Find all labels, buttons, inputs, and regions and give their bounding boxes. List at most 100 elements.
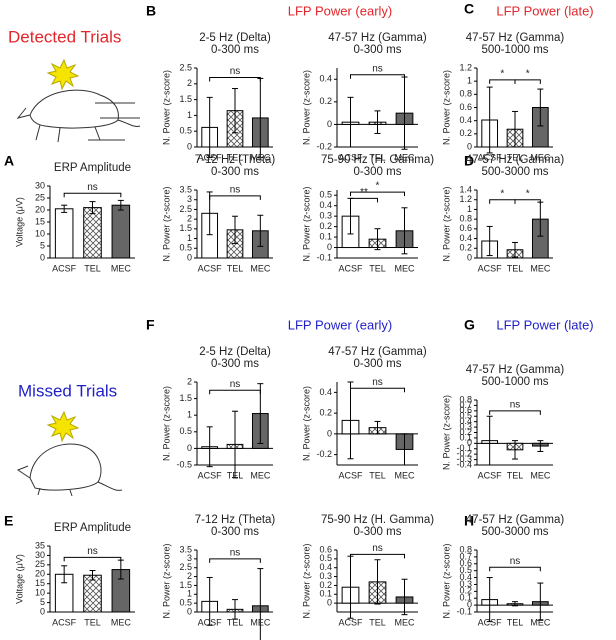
- x-tick-label: ACSF: [198, 263, 223, 273]
- y-tick-label: 0: [40, 252, 45, 262]
- significance-bracket: [489, 199, 516, 204]
- y-tick-label: 0.4: [459, 572, 472, 582]
- y-axis-label: N. Power (z-score): [301, 543, 311, 618]
- significance-bracket: [350, 74, 405, 79]
- x-tick-label: MEC: [395, 470, 416, 480]
- y-tick-label: 25: [35, 559, 45, 569]
- y-tick-label: 35: [35, 540, 45, 550]
- x-tick-label: TEL: [507, 470, 524, 480]
- x-tick-label: ACSF: [198, 152, 223, 162]
- significance-label: ns: [87, 182, 98, 193]
- chart-title: 7-12 Hz (Theta): [195, 514, 276, 526]
- y-tick-label: 0.8: [459, 89, 472, 99]
- y-tick-label: 1: [467, 76, 472, 86]
- x-tick-label: ACSF: [478, 263, 503, 273]
- y-tick-label: 1.5: [179, 393, 192, 403]
- y-axis-label: N. Power (z-score): [301, 186, 311, 261]
- y-tick-label: -0.2: [316, 141, 332, 151]
- panel-header: LFP Power (early): [288, 317, 393, 332]
- y-axis-label: N. Power (z-score): [161, 543, 171, 618]
- y-tick-label: 0.5: [459, 411, 472, 421]
- y-tick-label: 2.5: [179, 562, 192, 572]
- x-tick-label: MEC: [395, 617, 416, 627]
- x-tick-label: MEC: [530, 152, 551, 162]
- y-tick-label: 0: [187, 443, 192, 453]
- illustration-detected: [16, 58, 141, 143]
- y-tick-label: 0: [467, 438, 472, 448]
- y-axis-label: N. Power (z-score): [161, 70, 171, 145]
- y-tick-label: 0.6: [459, 558, 472, 568]
- y-tick-label: 0: [187, 606, 192, 616]
- significance-label: *: [526, 188, 530, 199]
- panel-header: LFP Power (late): [496, 3, 593, 18]
- x-tick-label: TEL: [369, 470, 386, 480]
- y-tick-label: 0: [467, 141, 472, 151]
- x-tick-label: MEC: [250, 617, 271, 627]
- y-axis-label: N. Power (z-score): [441, 543, 451, 618]
- y-tick-label: 2: [187, 376, 192, 386]
- significance-label: ns: [372, 63, 383, 74]
- panel-letter: B: [146, 3, 156, 19]
- significance-bracket: [350, 191, 405, 197]
- chart-title: ERP Amplitude: [54, 522, 131, 534]
- y-tick-label: 1.5: [179, 223, 192, 233]
- significance-label: ns: [372, 543, 383, 554]
- x-tick-label: TEL: [227, 263, 244, 273]
- y-tick-label: 0.7: [459, 551, 472, 561]
- section-title: Detected Trials: [8, 27, 121, 46]
- panel-letter: C: [464, 1, 474, 17]
- y-tick-label: 20: [35, 204, 45, 214]
- y-tick-label: 0.2: [459, 586, 472, 596]
- panel-letter: E: [4, 513, 13, 529]
- y-tick-label: 10: [35, 588, 45, 598]
- significance-bracket: [350, 197, 378, 203]
- y-tick-label: 2.5: [179, 204, 192, 214]
- y-tick-label: 0.6: [459, 223, 472, 233]
- significance-label: *: [500, 188, 504, 199]
- illustration-missed: [16, 410, 123, 497]
- y-tick-label: 0.1: [459, 593, 472, 603]
- y-tick-label: 1.5: [179, 94, 192, 104]
- y-tick-label: 0.5: [179, 243, 192, 253]
- chart-subtitle: 0-300 ms: [354, 526, 402, 538]
- x-tick-label: MEC: [111, 263, 132, 273]
- y-tick-label: 0.3: [459, 579, 472, 589]
- y-axis-label: N. Power (z-score): [441, 70, 451, 145]
- y-tick-label: 0.1: [319, 231, 332, 241]
- y-tick-label: 0.5: [179, 598, 192, 608]
- x-tick-label: MEC: [395, 263, 416, 273]
- y-tick-label: 0.3: [319, 571, 332, 581]
- y-tick-label: 1: [187, 589, 192, 599]
- y-axis-label: N. Power (z-score): [161, 386, 171, 461]
- x-tick-label: TEL: [227, 152, 244, 162]
- y-tick-label: 0.4: [459, 115, 472, 125]
- y-tick-label: 0.7: [459, 400, 472, 410]
- panel-letter: D: [464, 153, 474, 169]
- y-tick-label: 0.2: [319, 96, 332, 106]
- y-tick-label: 0: [187, 252, 192, 262]
- y-tick-label: 2: [187, 78, 192, 88]
- significance-bracket: [489, 410, 541, 415]
- panel-header: LFP Power (late): [496, 317, 593, 332]
- chart-subtitle: 0-300 ms: [211, 358, 259, 370]
- y-tick-label: 0.6: [459, 102, 472, 112]
- panel-letter: H: [464, 513, 474, 529]
- chart-subtitle: 500-1000 ms: [481, 376, 548, 388]
- y-tick-label: 0.8: [459, 544, 472, 554]
- y-axis-label: Voltage (μV): [14, 554, 24, 604]
- x-tick-label: TEL: [507, 263, 524, 273]
- significance-label: ns: [230, 66, 241, 77]
- y-tick-label: 5: [40, 597, 45, 607]
- y-tick-label: -0.3: [456, 454, 472, 464]
- y-tick-label: 0: [40, 606, 45, 616]
- y-tick-label: 30: [35, 550, 45, 560]
- chart-subtitle: 0-300 ms: [211, 166, 259, 178]
- x-tick-label: ACSF: [478, 617, 503, 627]
- bar: [83, 574, 102, 613]
- y-tick-label: 1.5: [179, 580, 192, 590]
- y-tick-label: 15: [35, 216, 45, 226]
- y-tick-label: 0.4: [319, 562, 332, 572]
- y-tick-label: -0.4: [456, 459, 472, 469]
- y-tick-label: 0.3: [319, 211, 332, 221]
- y-tick-label: 1: [187, 410, 192, 420]
